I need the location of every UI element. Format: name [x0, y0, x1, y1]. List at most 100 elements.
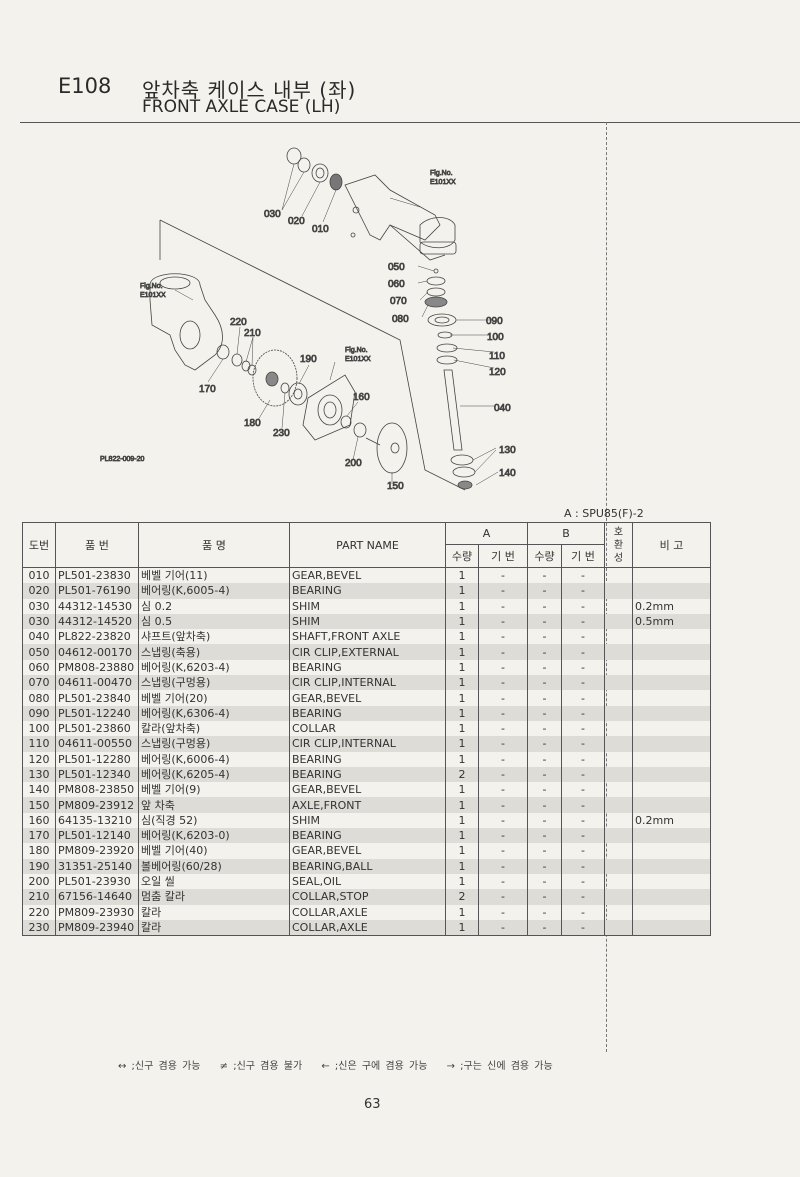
- cell-name-kr: 베어링(K,6006-4): [138, 751, 290, 767]
- cell-part-name: BEARING: [289, 705, 446, 721]
- header-a-serial: 기 번: [478, 544, 528, 568]
- cell-b-serial: -: [561, 873, 605, 890]
- cell-no: 060: [22, 659, 56, 676]
- cell-b-qty: -: [527, 782, 562, 798]
- cell-a-qty: 1: [445, 782, 479, 798]
- table-row: 050 04612-00170 스냅링(축용) CIR CLIP,EXTERNAL 1-…: [22, 644, 711, 660]
- cell-b-qty: -: [527, 675, 562, 691]
- cell-no: 180: [22, 843, 56, 859]
- callout-080: 080: [392, 314, 409, 325]
- cell-a-serial: -: [478, 675, 528, 691]
- cell-part-no: 04612-00170: [55, 644, 139, 660]
- cell-part-name: GEAR,BEVEL: [289, 782, 446, 798]
- cell-name-kr: 베어링(K,6205-4): [138, 766, 290, 783]
- callout-190: 190: [300, 354, 317, 365]
- cell-name-kr: 베어링(K,6203-4): [138, 659, 290, 676]
- cell-part-no: PL501-12240: [55, 705, 139, 721]
- cell-interchange: [604, 766, 633, 783]
- cell-part-name: SHIM: [289, 613, 446, 630]
- cell-interchange: [604, 919, 633, 937]
- cell-a-qty: 1: [445, 690, 479, 706]
- cell-b-qty: -: [527, 812, 562, 829]
- header-b-qty: 수량: [527, 544, 562, 568]
- cell-interchange: [604, 858, 633, 874]
- stop-collars-210: [241, 360, 257, 376]
- header-no: 도번: [22, 522, 56, 568]
- callout-120: 120: [489, 367, 506, 378]
- cell-part-no: PL501-23930: [55, 873, 139, 890]
- cell-no: 150: [22, 797, 56, 813]
- cell-a-qty: 2: [445, 889, 479, 905]
- cell-remarks: [632, 751, 711, 767]
- cell-interchange: [604, 904, 633, 920]
- cell-name-kr: 스냅링(축용): [138, 644, 290, 660]
- parts-table-body: 010 PL501-23830 베벨 기어(11) GEAR,BEVEL 1- - -020…: [22, 567, 711, 937]
- fig-ref-top: Fig.No.: [430, 170, 453, 177]
- front-axle-150: [365, 422, 408, 474]
- cell-a-qty: 1: [445, 675, 479, 691]
- callout-160: 160: [353, 392, 370, 403]
- cell-b-serial: -: [561, 736, 605, 752]
- cell-a-qty: 1: [445, 843, 479, 859]
- cell-no: 040: [22, 629, 56, 645]
- cell-b-serial: -: [561, 812, 605, 829]
- callout-180: 180: [244, 418, 261, 429]
- cell-part-no: PL822-23820: [55, 629, 139, 645]
- header-group-b: B: [527, 522, 605, 545]
- cell-interchange: [604, 629, 633, 645]
- legend-item: → ;구는 신에 겸용 가능: [446, 1061, 553, 1072]
- callout-030: 030: [264, 209, 281, 220]
- cell-remarks: [632, 843, 711, 859]
- cell-part-no: 44312-14520: [55, 613, 139, 630]
- cell-interchange: [604, 828, 633, 844]
- cell-remarks: [632, 675, 711, 691]
- callout-090: 090: [486, 316, 503, 327]
- bevel-gear-180: [252, 349, 298, 407]
- cell-part-name: SHAFT,FRONT AXLE: [289, 629, 446, 645]
- header-interchange: 호환성: [604, 522, 633, 568]
- cell-b-serial: -: [561, 705, 605, 721]
- legend-item: ↔ ;신구 겸용 가능: [118, 1061, 201, 1072]
- cell-interchange: [604, 720, 633, 737]
- cell-a-serial: -: [478, 690, 528, 706]
- cell-b-qty: -: [527, 644, 562, 660]
- cell-b-qty: -: [527, 583, 562, 599]
- cell-interchange: [604, 736, 633, 752]
- cell-part-no: PM809-23940: [55, 919, 139, 937]
- cell-part-no: 64135-13210: [55, 812, 139, 829]
- cell-a-serial: -: [478, 720, 528, 737]
- cell-name-kr: 멈춤 칼라: [138, 889, 290, 905]
- cell-interchange: [604, 843, 633, 859]
- cell-interchange: [604, 613, 633, 630]
- cell-b-serial: -: [561, 919, 605, 937]
- table-row: 080 PL501-23840 베벨 기어(20) GEAR,BEVEL 1- - -: [22, 690, 711, 706]
- cell-a-qty: 1: [445, 705, 479, 721]
- cell-interchange: [604, 659, 633, 676]
- cell-part-name: COLLAR,STOP: [289, 889, 446, 905]
- cell-name-kr: 베벨 기어(9): [138, 782, 290, 798]
- cell-a-serial: -: [478, 705, 528, 721]
- cell-b-serial: -: [561, 828, 605, 844]
- table-row: 190 31351-25140 볼베어링(60/28) BEARING,BALL 1- -…: [22, 858, 711, 874]
- cell-no: 020: [22, 583, 56, 599]
- cell-b-serial: -: [561, 598, 605, 614]
- cell-part-no: 67156-14640: [55, 889, 139, 905]
- shims-030: [286, 147, 311, 173]
- cell-part-name: SHIM: [289, 598, 446, 614]
- callout-200: 200: [345, 458, 362, 469]
- cell-part-no: PL501-23830: [55, 567, 139, 584]
- cell-interchange: [604, 598, 633, 614]
- cell-a-serial: -: [478, 736, 528, 752]
- cell-a-serial: -: [478, 613, 528, 630]
- fig-code-middle: E101XX: [345, 356, 371, 363]
- cell-b-serial: -: [561, 904, 605, 920]
- fig-code-top: E101XX: [430, 179, 456, 186]
- cell-interchange: [604, 782, 633, 798]
- table-row: 040 PL822-23820 샤프트(앞차축) SHAFT,FRONT AXLE 1-…: [22, 629, 711, 645]
- cell-interchange: [604, 675, 633, 691]
- callout-230: 230: [273, 428, 290, 439]
- cell-no: 170: [22, 828, 56, 844]
- cell-no: 210: [22, 889, 56, 905]
- cell-b-serial: -: [561, 720, 605, 737]
- header-group-a: A: [445, 522, 528, 545]
